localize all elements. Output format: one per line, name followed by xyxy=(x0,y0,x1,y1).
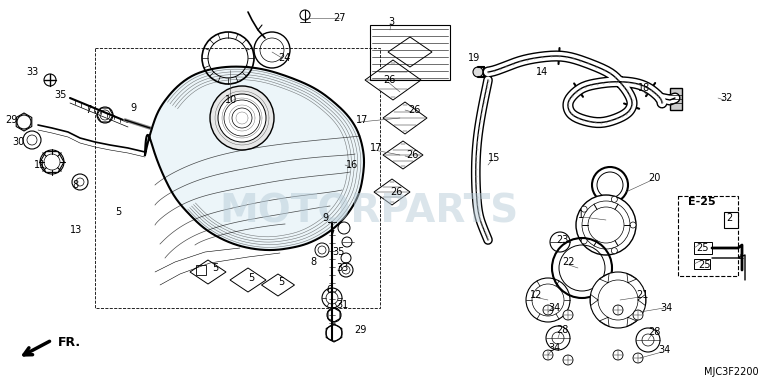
Polygon shape xyxy=(374,179,410,205)
Text: 30: 30 xyxy=(12,137,25,147)
Circle shape xyxy=(563,310,573,320)
Text: 35: 35 xyxy=(332,247,345,257)
Bar xyxy=(694,242,712,254)
Circle shape xyxy=(473,67,483,77)
Text: 22: 22 xyxy=(562,257,574,267)
Text: 2: 2 xyxy=(726,213,732,223)
Text: 8: 8 xyxy=(310,257,316,267)
Circle shape xyxy=(630,222,636,228)
Bar xyxy=(678,196,738,276)
Circle shape xyxy=(576,195,636,255)
Polygon shape xyxy=(145,67,364,250)
Text: 28: 28 xyxy=(556,325,568,335)
Circle shape xyxy=(633,353,643,363)
Text: 15: 15 xyxy=(488,153,501,163)
Text: 23: 23 xyxy=(556,235,568,245)
Text: 27: 27 xyxy=(333,13,345,23)
Text: 16: 16 xyxy=(346,160,358,170)
Circle shape xyxy=(563,355,573,365)
Text: 17: 17 xyxy=(356,115,368,125)
Text: 5: 5 xyxy=(115,207,122,217)
Bar xyxy=(694,259,710,269)
Circle shape xyxy=(613,305,623,315)
Text: 33: 33 xyxy=(26,67,38,77)
Bar xyxy=(95,48,380,308)
Circle shape xyxy=(322,288,342,308)
Text: 17: 17 xyxy=(370,143,382,153)
Polygon shape xyxy=(383,102,427,134)
Circle shape xyxy=(636,328,660,352)
Text: 19: 19 xyxy=(468,53,481,63)
Bar xyxy=(370,25,450,80)
Text: 31: 31 xyxy=(336,300,348,310)
Circle shape xyxy=(581,238,588,244)
Text: E-25: E-25 xyxy=(688,197,716,207)
Text: MOTORPARTS: MOTORPARTS xyxy=(219,193,519,231)
Text: 21: 21 xyxy=(636,290,648,300)
Text: 11: 11 xyxy=(34,160,46,170)
Text: 26: 26 xyxy=(408,105,421,115)
Circle shape xyxy=(611,196,618,203)
Text: 26: 26 xyxy=(390,187,402,197)
Text: MJC3F2200: MJC3F2200 xyxy=(704,367,759,377)
Circle shape xyxy=(97,107,113,123)
Text: 9: 9 xyxy=(130,103,136,113)
Text: FR.: FR. xyxy=(58,336,81,350)
Text: 25: 25 xyxy=(698,260,711,270)
Text: 4: 4 xyxy=(738,253,744,263)
Circle shape xyxy=(590,272,646,328)
Text: 5: 5 xyxy=(278,277,285,287)
Text: 32: 32 xyxy=(720,93,732,103)
Text: 24: 24 xyxy=(278,53,291,63)
Text: 33: 33 xyxy=(336,263,348,273)
Text: 34: 34 xyxy=(660,303,672,313)
Polygon shape xyxy=(365,60,421,100)
Text: 10: 10 xyxy=(225,95,238,105)
Circle shape xyxy=(210,86,274,150)
Text: 29: 29 xyxy=(5,115,18,125)
Text: 26: 26 xyxy=(383,75,395,85)
Text: 9: 9 xyxy=(322,213,328,223)
Text: 6: 6 xyxy=(326,285,332,295)
Circle shape xyxy=(44,74,56,86)
Text: 18: 18 xyxy=(638,83,651,93)
Text: 5: 5 xyxy=(248,273,255,283)
Text: 8: 8 xyxy=(72,180,78,190)
Circle shape xyxy=(581,206,588,212)
Circle shape xyxy=(40,150,64,174)
Text: 25: 25 xyxy=(696,243,708,253)
Circle shape xyxy=(543,350,553,360)
Circle shape xyxy=(613,350,623,360)
Circle shape xyxy=(546,326,570,350)
Polygon shape xyxy=(383,141,423,169)
Text: 35: 35 xyxy=(54,90,66,100)
Bar xyxy=(724,212,738,228)
Text: 7: 7 xyxy=(328,230,335,240)
Text: 1: 1 xyxy=(578,210,584,220)
Bar xyxy=(670,88,682,110)
Circle shape xyxy=(633,310,643,320)
Circle shape xyxy=(543,305,553,315)
Text: 34: 34 xyxy=(548,343,561,353)
Text: 13: 13 xyxy=(70,225,82,235)
Text: 28: 28 xyxy=(648,327,661,337)
Text: 3: 3 xyxy=(388,17,394,27)
Text: 5: 5 xyxy=(212,263,218,273)
Text: 26: 26 xyxy=(406,150,418,160)
Text: 29: 29 xyxy=(354,325,366,335)
Circle shape xyxy=(218,94,266,142)
Text: 7: 7 xyxy=(85,105,92,115)
Text: 34: 34 xyxy=(658,345,671,355)
Text: 20: 20 xyxy=(648,173,661,183)
Text: 14: 14 xyxy=(536,67,548,77)
Text: 12: 12 xyxy=(530,290,542,300)
Bar xyxy=(196,265,206,275)
Text: 34: 34 xyxy=(548,303,561,313)
Circle shape xyxy=(611,248,618,254)
Polygon shape xyxy=(388,37,432,67)
